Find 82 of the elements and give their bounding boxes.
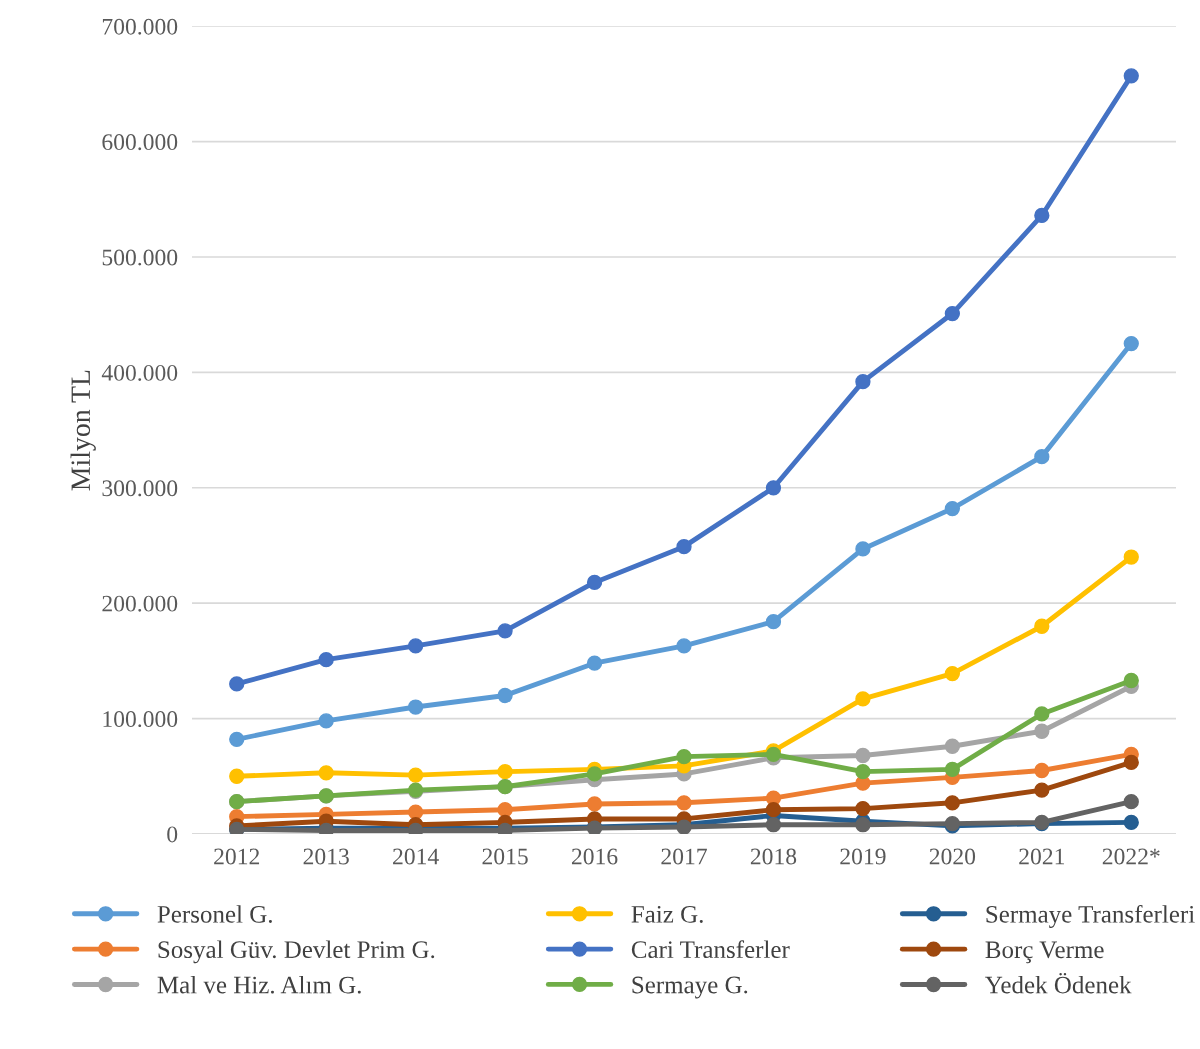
point	[318, 713, 334, 729]
point	[1123, 68, 1139, 84]
point	[1123, 754, 1139, 771]
x-tick-label: 2014	[393, 848, 439, 865]
point	[765, 817, 782, 833]
x-tick-label: 2019	[840, 848, 886, 865]
point	[497, 802, 513, 818]
point	[407, 638, 424, 654]
point	[944, 665, 961, 682]
point	[407, 804, 424, 820]
point	[944, 305, 961, 322]
legend-label: Personel G.	[157, 905, 272, 923]
point	[765, 613, 782, 630]
point	[855, 541, 871, 557]
point	[229, 768, 245, 784]
point	[676, 538, 692, 555]
x-tick-label: 2015	[482, 848, 528, 865]
legend-label: Cari Transferler	[631, 940, 790, 959]
point	[1034, 723, 1050, 739]
y-tick-label: 200.000	[102, 595, 178, 612]
legend-label: Borç Verme	[985, 941, 1104, 964]
legend-label: Sermaye Transferleri	[986, 904, 1195, 928]
point	[855, 691, 871, 707]
x-tick-label: 2016	[571, 848, 618, 865]
point	[676, 795, 692, 811]
legend-label: Yedek Ödenek	[985, 972, 1132, 994]
x-tick-label: 2022*	[1102, 848, 1160, 865]
point	[1034, 207, 1050, 224]
point	[855, 800, 871, 817]
point	[855, 764, 871, 780]
y-tick-label: 400.000	[101, 364, 178, 381]
point	[1123, 672, 1139, 689]
point	[586, 796, 603, 812]
y-tick-label: 500.000	[102, 249, 178, 266]
y-tick-label: 0	[167, 826, 178, 843]
point	[676, 749, 692, 765]
point	[944, 761, 961, 777]
y-tick-label: 700.000	[102, 18, 178, 35]
legend-label: Mal ve Hiz. Alım G.	[157, 975, 361, 994]
point	[586, 574, 603, 591]
y-tick-label: 300.000	[102, 480, 178, 497]
x-tick-label: 2013	[303, 848, 349, 865]
x-tick-label: 2021	[1019, 848, 1065, 865]
point	[407, 699, 424, 715]
legend-label: Sermaye G.	[632, 976, 748, 999]
point	[586, 766, 603, 782]
point	[855, 747, 871, 764]
point	[765, 802, 782, 818]
legend-label: Faiz G.	[631, 905, 703, 923]
point	[318, 652, 334, 668]
x-tick-label: 2018	[750, 848, 797, 865]
point	[1034, 448, 1050, 465]
point	[944, 500, 961, 517]
y-tick-label: 100.000	[103, 711, 178, 728]
point	[1123, 335, 1139, 352]
x-tick-label: 2012	[214, 848, 260, 865]
point	[1034, 706, 1050, 722]
y-tick-label: 600.000	[102, 134, 178, 151]
y-axis-title: Milyon TL	[70, 370, 96, 491]
point	[407, 767, 424, 783]
point	[676, 638, 692, 654]
point	[497, 764, 513, 780]
point	[1123, 794, 1139, 810]
point	[855, 373, 871, 390]
point	[765, 480, 782, 496]
point	[1034, 782, 1050, 798]
point	[497, 687, 513, 704]
point	[1123, 814, 1139, 831]
point	[944, 738, 961, 754]
point	[229, 731, 245, 747]
x-tick-label: 2020	[929, 848, 976, 865]
point	[944, 795, 961, 811]
point	[318, 765, 334, 781]
legend-label: Sosyal Güv. Devlet Prim G.	[158, 940, 435, 964]
point	[1034, 762, 1050, 779]
point	[497, 623, 513, 639]
x-tick-label: 2017	[661, 848, 707, 865]
point	[1034, 618, 1050, 634]
point	[586, 655, 603, 671]
point	[855, 817, 871, 833]
point	[1123, 549, 1139, 565]
point	[229, 676, 245, 692]
